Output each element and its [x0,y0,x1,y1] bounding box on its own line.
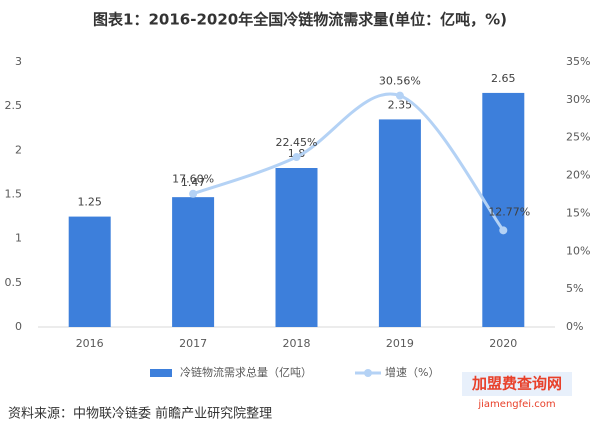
logo-box [462,372,572,396]
y2-tick-label: 10% [566,244,590,257]
bar [378,119,421,328]
chart-title: 图表1：2016-2020年全国冷链物流需求量(单位：亿吨，%) [93,11,507,29]
y-tick-label: 0 [15,320,22,333]
x-tick-label: 2019 [386,337,414,350]
y2-tick-label: 30% [566,93,590,106]
value-label: 17.60% [172,173,214,186]
value-label: 12.77% [488,205,530,218]
line [192,92,505,232]
y2-tick-label: 25% [566,131,590,144]
line-point [292,153,301,162]
y-tick-label: 1 [15,232,22,245]
legend-label: 冷链物流需求总量（亿吨） [180,365,312,379]
y2-tick-label: 35% [566,55,590,68]
x-tick-label: 2017 [179,337,207,350]
y2-tick-label: 5% [566,282,583,295]
y-tick-label: 3 [15,55,22,68]
value-label: 22.45% [276,136,318,149]
value-label: 30.56% [379,75,421,88]
bar [68,216,111,327]
line-point [189,189,198,198]
logo-url: jiamengfei.com [477,399,555,410]
value-label: 1.25 [77,196,102,209]
y-tick-label: 0.5 [5,276,23,289]
value-label: 2.65 [491,72,516,85]
x-tick-label: 2016 [76,337,104,350]
legend-swatch [150,369,172,377]
y2-tick-label: 0% [566,320,583,333]
y-tick-label: 2.5 [5,99,23,112]
x-tick-label: 2020 [489,337,517,350]
y-tick-label: 1.5 [5,188,23,201]
y2-tick-label: 15% [566,206,590,219]
bar [275,168,318,327]
line-point [395,91,404,100]
value-label: 1.47 [181,176,206,189]
source: 资料来源：中物联冷链委 前瞻产业研究院整理 [8,406,272,422]
x-tick-label: 2018 [283,337,311,350]
y-tick-label: 2 [15,143,22,156]
legend-swatch [364,369,372,377]
line-point [499,226,508,235]
y2-tick-label: 20% [566,169,590,182]
value-label: 2.35 [388,98,413,111]
bar [172,197,215,327]
logo: 加盟费查询网 [471,375,562,393]
legend-label: 增速（%） [385,365,439,379]
